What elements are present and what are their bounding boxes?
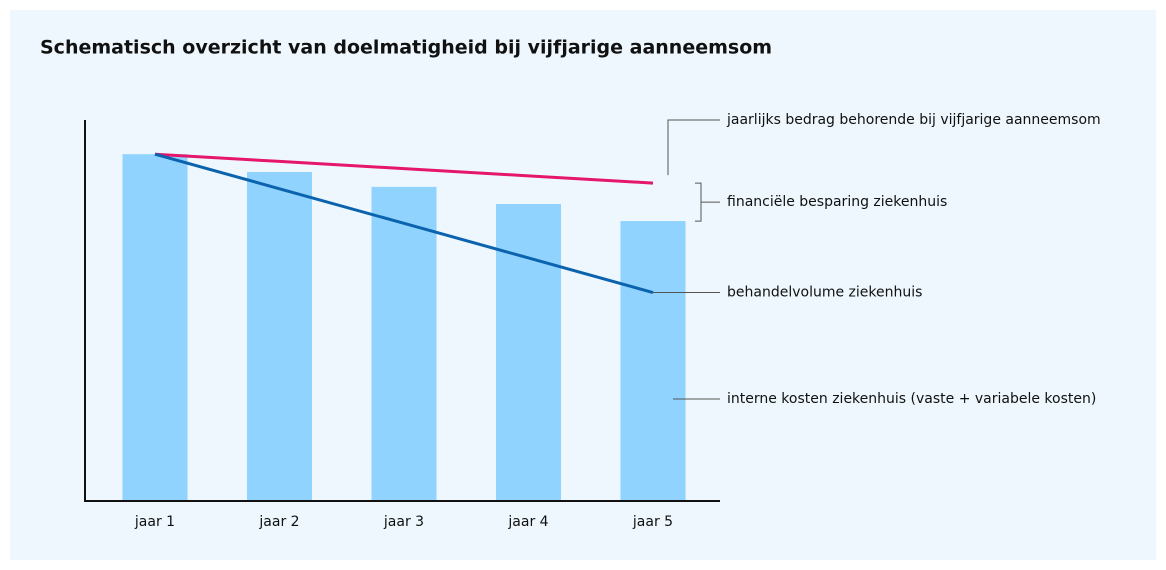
x-tick-label: jaar 1	[134, 514, 175, 530]
x-tick-label: jaar 4	[507, 514, 548, 530]
annotation: financiële besparing ziekenhuis	[727, 194, 947, 210]
bar	[122, 154, 188, 500]
leader-line	[695, 182, 720, 222]
leader-line	[667, 119, 720, 176]
background	[10, 10, 1156, 560]
line	[154, 152, 654, 185]
bar	[247, 172, 312, 500]
x-tick-label: jaar 2	[258, 514, 299, 530]
bar	[620, 221, 686, 500]
line	[154, 152, 654, 294]
x-tick-label: jaar 5	[632, 514, 673, 530]
x-tick-label: jaar 3	[383, 514, 424, 530]
legend-label: interne kosten ziekenhuis (vaste + varia…	[727, 391, 1096, 407]
legend-label: jaarlijks bedrag behorende bij vijfjarig…	[726, 112, 1101, 128]
legend-label: behandelvolume ziekenhuis	[727, 285, 922, 301]
bar	[496, 203, 561, 501]
chart-title: Schematisch overzicht van doelmatigheid …	[40, 37, 772, 59]
bar	[371, 186, 437, 500]
